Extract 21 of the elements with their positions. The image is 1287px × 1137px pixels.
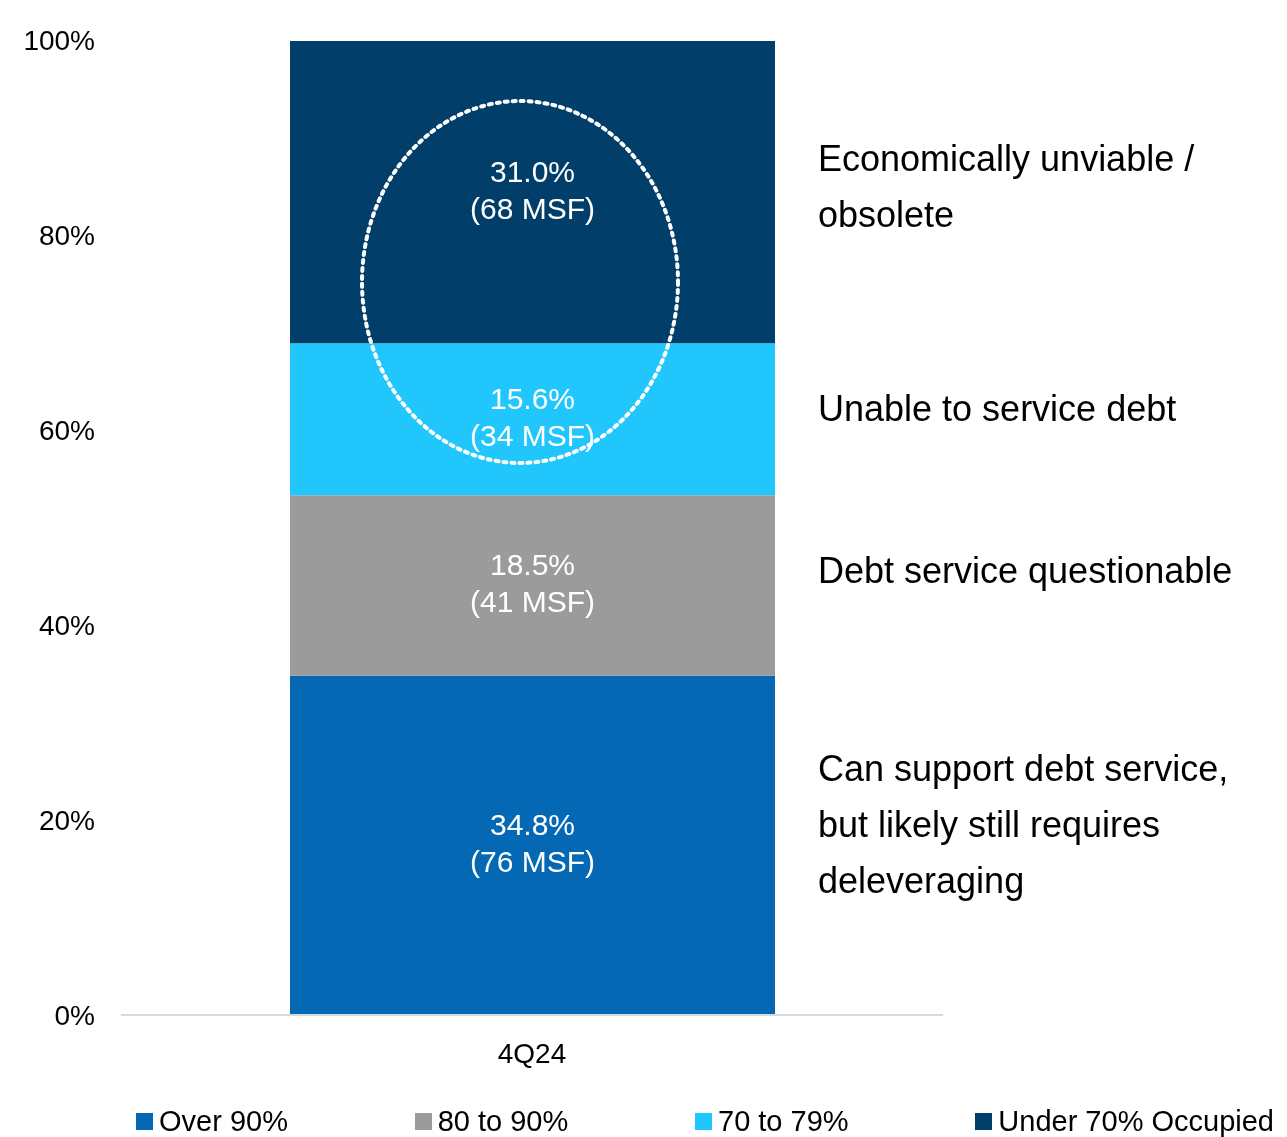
bar bbox=[290, 675, 775, 1015]
annotation: Unable to service debt bbox=[818, 387, 1177, 429]
annotation: Economically unviable / obsolete bbox=[818, 137, 1195, 235]
data-label: 34.8% (76 MSF) bbox=[469, 807, 596, 878]
y-tick-label: 80% bbox=[38, 219, 95, 251]
y-tick-label: 20% bbox=[38, 804, 95, 836]
y-tick-label: 100% bbox=[23, 24, 95, 56]
y-tick-label: 40% bbox=[38, 609, 95, 641]
annotation: Debt service questionable bbox=[818, 549, 1233, 591]
legend-label: 80 to 90% bbox=[436, 1105, 569, 1137]
legend-label: Under 70% Occupied bbox=[997, 1105, 1274, 1137]
y-tick-label: 60% bbox=[38, 414, 95, 446]
data-label: 15.6% (34 MSF) bbox=[469, 381, 596, 452]
annotation: Can support debt service, but likely still requires deleveraging bbox=[818, 747, 1229, 901]
bar bbox=[290, 495, 775, 676]
data-label: 18.5% (41 MSF) bbox=[469, 547, 596, 618]
data-label: 31.0% (68 MSF) bbox=[469, 154, 596, 225]
y-tick-label: 0% bbox=[54, 999, 95, 1031]
x-tick-label: 4Q24 bbox=[497, 1037, 567, 1069]
legend-label: Over 90% bbox=[158, 1105, 288, 1137]
legend-label: 70 to 79% bbox=[717, 1105, 849, 1137]
